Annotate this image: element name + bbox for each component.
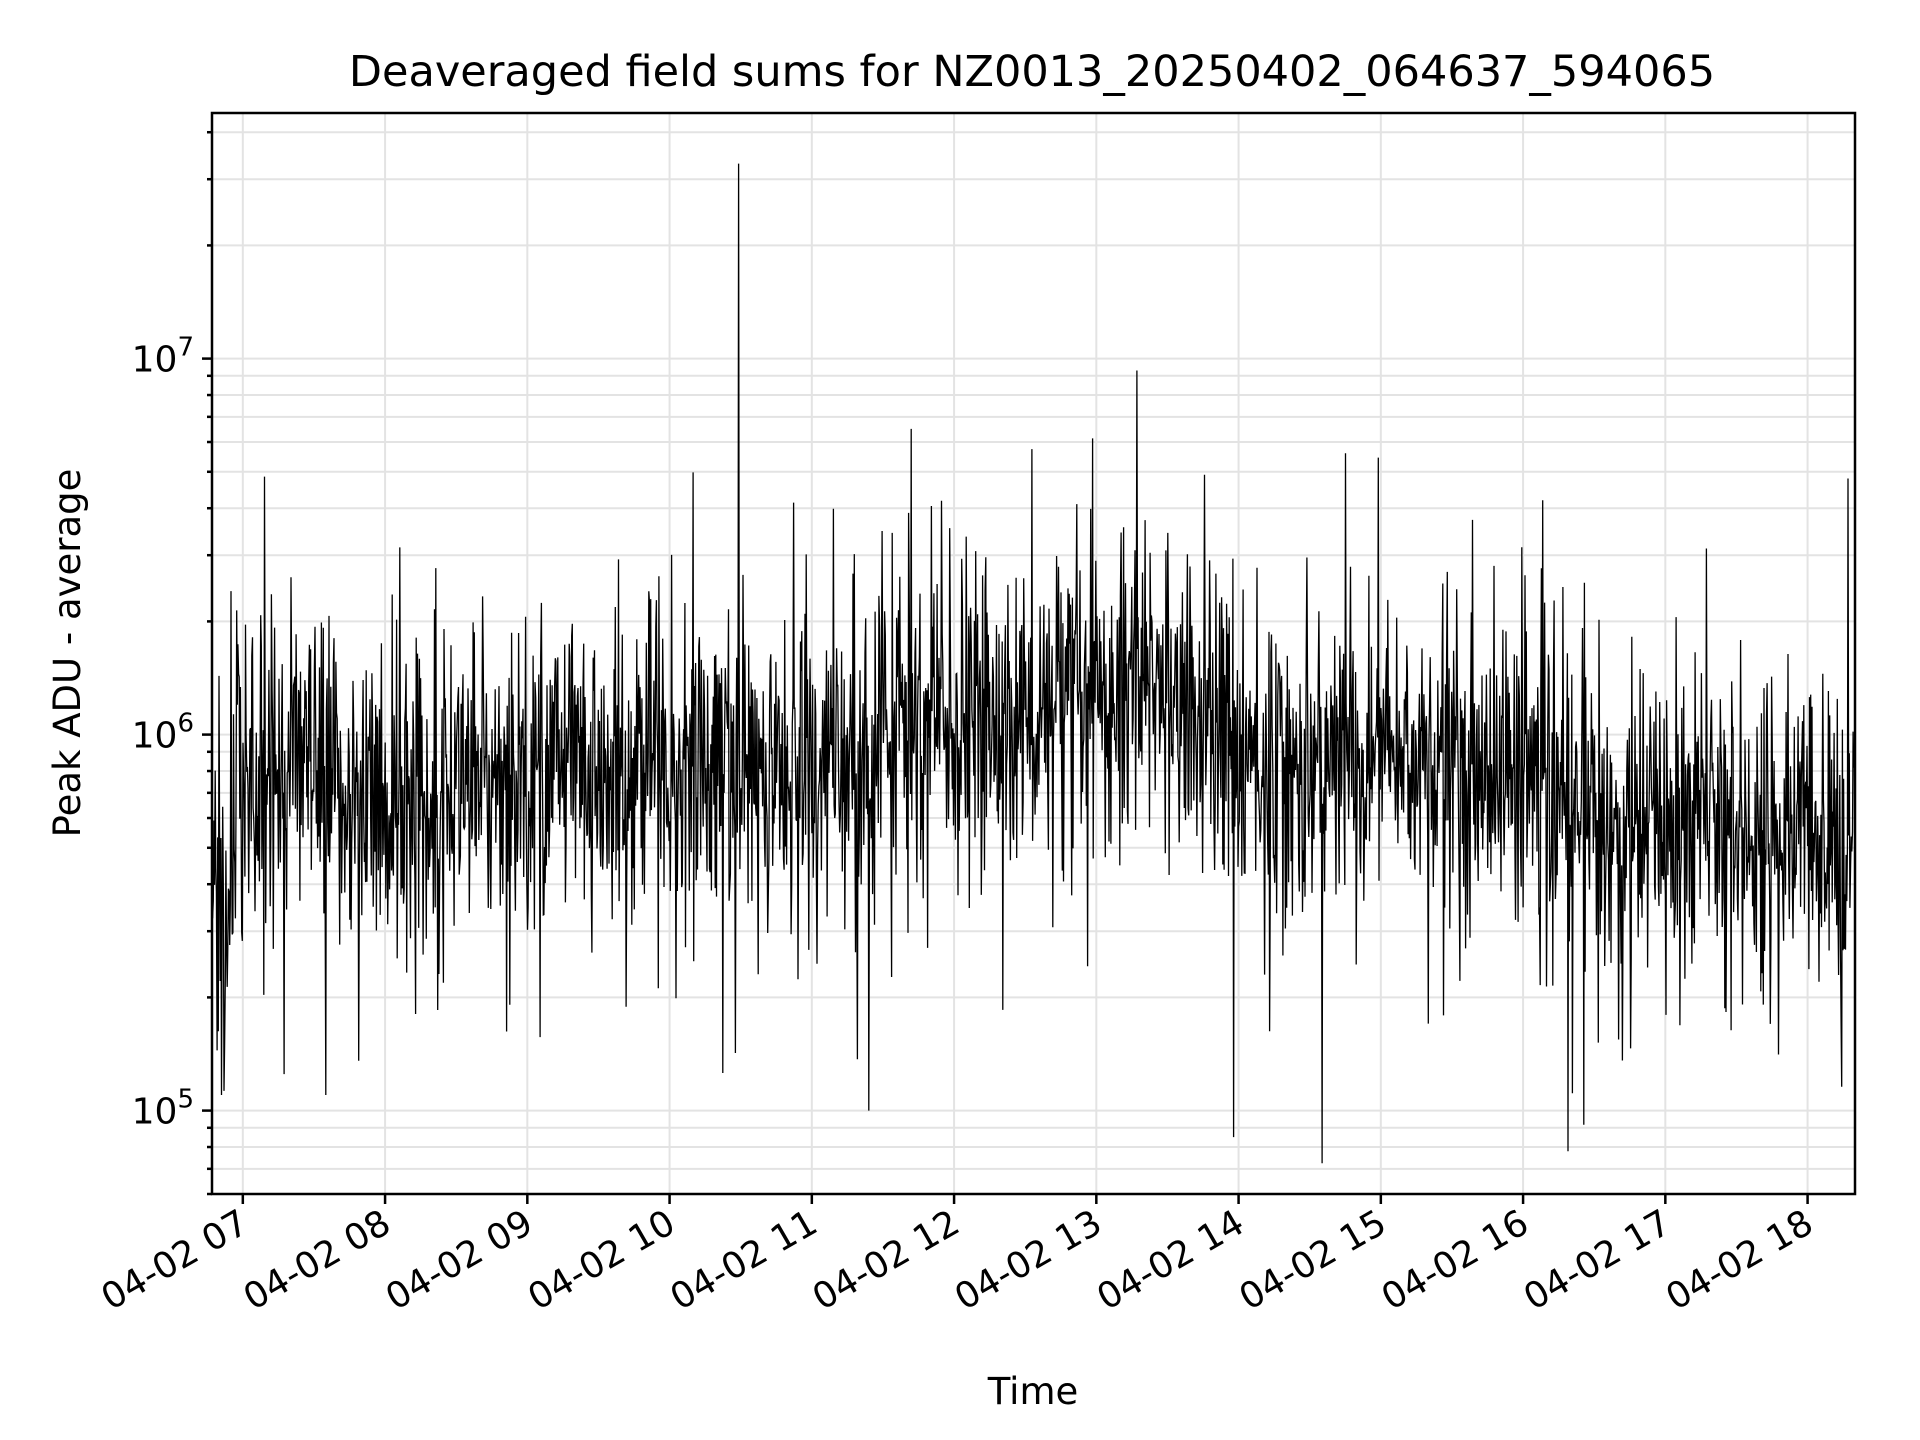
y-axis-label: Peak ADU - average — [46, 469, 89, 838]
chart-title: Deaveraged field sums for NZ0013_2025040… — [349, 47, 1715, 97]
x-axis-label: Time — [987, 1370, 1079, 1413]
plot-frame — [210, 111, 1857, 1196]
y-tick-label: 106 — [132, 709, 194, 757]
series-layer — [211, 163, 1856, 1164]
y-axis: 105 106 107 — [132, 130, 212, 1196]
y-tick-label: 105 — [132, 1085, 194, 1133]
series-line — [211, 163, 1856, 1164]
y-tick-label: 107 — [132, 333, 194, 381]
